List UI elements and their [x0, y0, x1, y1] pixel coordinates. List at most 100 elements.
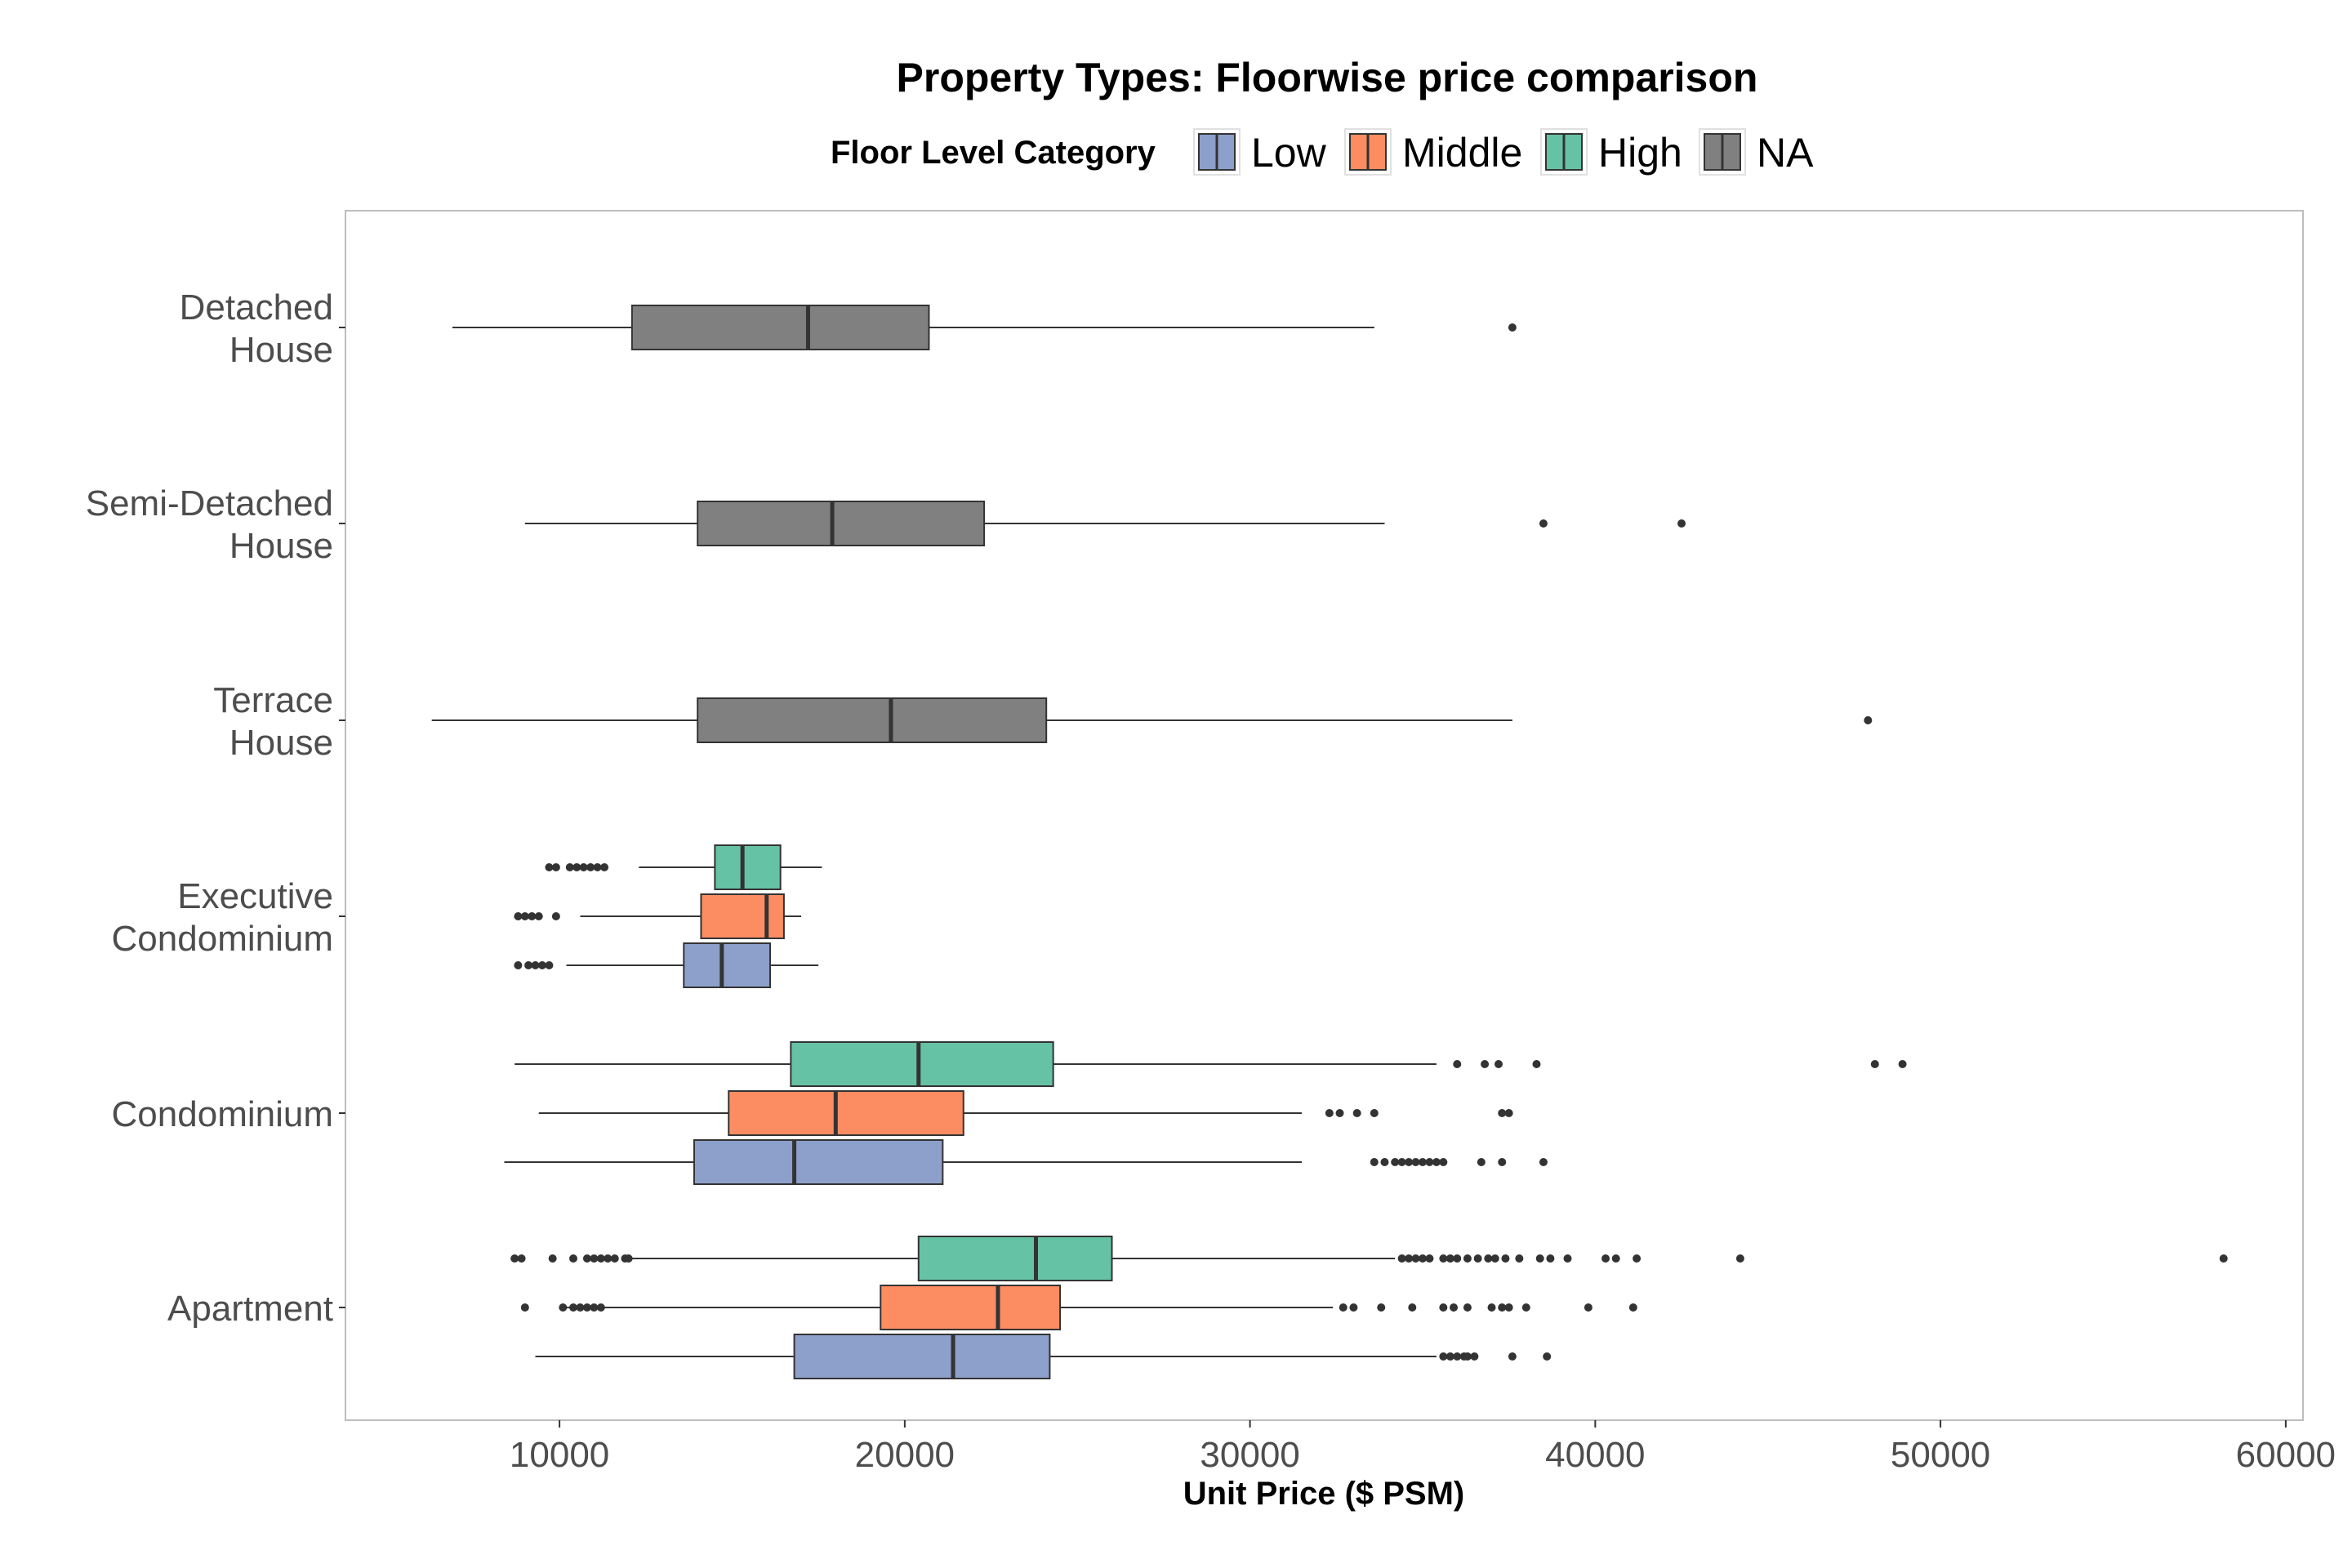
- outlier-point: [565, 863, 574, 871]
- outlier-point: [1539, 1158, 1548, 1166]
- outlier-point: [1498, 1158, 1507, 1166]
- outlier-point: [531, 961, 540, 969]
- outlier-point: [596, 1303, 605, 1312]
- outlier-point: [514, 912, 523, 920]
- outlier-point: [1453, 1352, 1462, 1361]
- outlier-point: [1628, 1303, 1637, 1312]
- outlier-point: [1450, 1303, 1459, 1312]
- outlier-point: [1677, 519, 1686, 528]
- x-tick-label: 50000: [1891, 1435, 1990, 1475]
- outlier-point: [1439, 1254, 1448, 1263]
- outlier-point: [590, 1303, 599, 1312]
- outlier-point: [551, 863, 560, 871]
- outlier-point: [1446, 1352, 1454, 1361]
- outlier-point: [1439, 1352, 1448, 1361]
- box-iqr: [793, 1334, 1051, 1379]
- outlier-point: [1508, 323, 1517, 332]
- outlier-point: [1463, 1352, 1472, 1361]
- outlier-point: [1473, 1254, 1482, 1263]
- outlier-point: [1339, 1303, 1348, 1312]
- boxplot-low: [514, 942, 819, 988]
- outlier-point: [1418, 1158, 1427, 1166]
- outlier-point: [517, 1254, 526, 1263]
- y-tick-label: Condominium: [112, 919, 333, 959]
- outlier-point: [1425, 1158, 1434, 1166]
- outlier-point: [1490, 1254, 1499, 1263]
- box-iqr: [630, 305, 930, 350]
- outlier-point: [1477, 1158, 1486, 1166]
- legend-label: Middle: [1402, 130, 1522, 176]
- outlier-point: [537, 961, 546, 969]
- box-iqr: [693, 1139, 944, 1185]
- outlier-point: [545, 863, 554, 871]
- outlier-point: [1463, 1254, 1472, 1263]
- outlier-point: [1418, 1254, 1427, 1263]
- outlier-point: [1408, 1303, 1417, 1312]
- outlier-point: [1898, 1060, 1907, 1068]
- box-iqr: [697, 501, 986, 546]
- outlier-point: [1611, 1254, 1620, 1263]
- y-tick-label: House: [229, 526, 333, 566]
- outlier-point: [1391, 1158, 1400, 1166]
- outlier-point: [569, 1254, 578, 1263]
- outlier-point: [1325, 1109, 1334, 1117]
- outlier-point: [1735, 1254, 1744, 1263]
- outlier-point: [1380, 1158, 1389, 1166]
- legend-item-na: NA: [1699, 128, 1814, 176]
- outlier-point: [582, 1303, 591, 1312]
- outlier-point: [582, 1254, 591, 1263]
- boxplot-high: [510, 1236, 2228, 1281]
- plot-panel: [345, 210, 2304, 1421]
- outlier-point: [1870, 1060, 1879, 1068]
- outlier-point: [1521, 1303, 1530, 1312]
- outlier-point: [1546, 1254, 1555, 1263]
- outlier-point: [1494, 1060, 1503, 1068]
- outlier-point: [593, 863, 602, 871]
- boxplot-low: [535, 1334, 1552, 1379]
- y-tick-label: Apartment: [167, 1289, 333, 1329]
- outlier-point: [1453, 1254, 1462, 1263]
- outlier-point: [1504, 1303, 1513, 1312]
- boxplot-na: [524, 501, 1686, 546]
- outlier-point: [551, 912, 560, 920]
- outlier-point: [596, 1254, 605, 1263]
- box-iqr: [683, 942, 771, 988]
- x-axis-label: Unit Price ($ PSM): [1183, 1476, 1465, 1512]
- x-tick-label: 40000: [1545, 1435, 1645, 1475]
- legend-label: NA: [1757, 130, 1814, 176]
- outlier-point: [1543, 1352, 1552, 1361]
- outlier-point: [1864, 716, 1873, 724]
- boxplot-na: [431, 697, 1873, 743]
- legend: Floor Level Category Low Middle High NA: [831, 128, 1814, 176]
- outlier-point: [1405, 1254, 1414, 1263]
- legend-item-middle: Middle: [1344, 128, 1522, 176]
- outlier-point: [1377, 1303, 1386, 1312]
- box-iqr: [917, 1236, 1113, 1281]
- outlier-point: [1397, 1158, 1406, 1166]
- outlier-point: [610, 1254, 619, 1263]
- boxplot-middle: [538, 1090, 1513, 1136]
- outlier-point: [1463, 1303, 1472, 1312]
- box-iqr: [700, 893, 785, 939]
- outlier-point: [1633, 1254, 1642, 1263]
- y-tick-label: Condominium: [112, 1094, 333, 1134]
- outlier-point: [1352, 1109, 1361, 1117]
- outlier-point: [624, 1254, 633, 1263]
- outlier-point: [514, 961, 523, 969]
- outlier-point: [604, 1254, 612, 1263]
- legend-item-high: High: [1540, 128, 1682, 176]
- outlier-point: [510, 1254, 519, 1263]
- legend-label: Low: [1251, 130, 1327, 176]
- y-axis: ApartmentCondominiumExecutiveCondominium…: [86, 287, 345, 1329]
- outlier-point: [1532, 1060, 1541, 1068]
- legend-item-low: Low: [1193, 128, 1327, 176]
- outlier-point: [1601, 1254, 1610, 1263]
- outlier-point: [1397, 1254, 1406, 1263]
- outlier-point: [1515, 1254, 1524, 1263]
- outlier-point: [1439, 1158, 1448, 1166]
- box-iqr: [880, 1285, 1062, 1330]
- outlier-point: [1498, 1109, 1507, 1117]
- outlier-point: [548, 1254, 557, 1263]
- y-tick-label: Detached: [180, 287, 333, 327]
- legend-label: High: [1598, 130, 1682, 176]
